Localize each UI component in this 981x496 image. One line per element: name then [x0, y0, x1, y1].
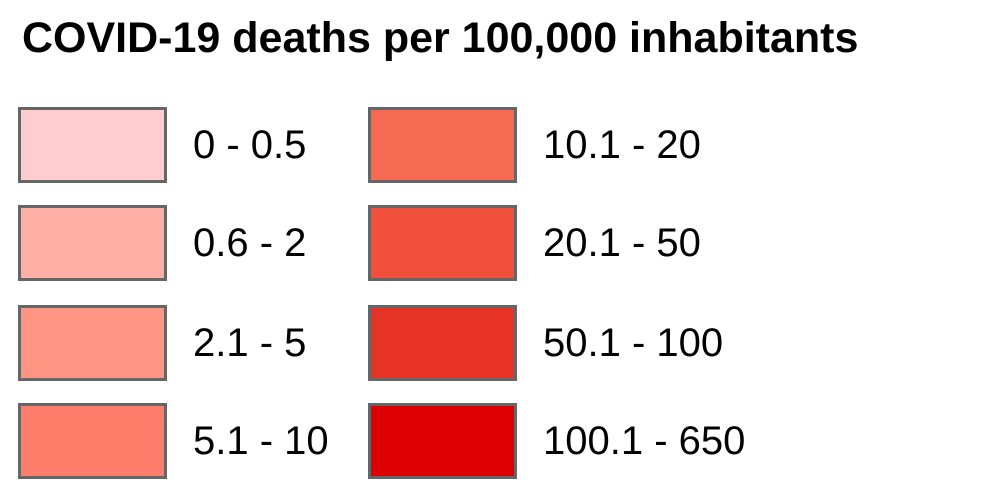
legend-swatch	[368, 305, 517, 381]
legend-item-4: 10.1 - 20	[368, 107, 768, 183]
legend-swatch	[368, 107, 517, 183]
legend-item-2: 2.1 - 5	[18, 305, 418, 381]
legend-item-3: 5.1 - 10	[18, 403, 418, 479]
legend-item-7: 100.1 - 650	[368, 403, 768, 479]
legend-range-label: 0.6 - 2	[193, 221, 307, 265]
legend-range-label: 20.1 - 50	[543, 221, 701, 265]
legend-range-label: 100.1 - 650	[543, 419, 746, 463]
legend-swatch	[18, 305, 167, 381]
legend-swatch	[18, 205, 167, 281]
legend-title: COVID-19 deaths per 100,000 inhabitants	[22, 14, 859, 62]
legend-swatch	[18, 403, 167, 479]
legend-range-label: 10.1 - 20	[543, 123, 701, 167]
legend-item-5: 20.1 - 50	[368, 205, 768, 281]
legend-item-0: 0 - 0.5	[18, 107, 418, 183]
legend-range-label: 0 - 0.5	[193, 123, 307, 167]
legend-swatch	[368, 403, 517, 479]
legend-swatch	[18, 107, 167, 183]
legend-range-label: 2.1 - 5	[193, 321, 307, 365]
legend-swatch	[368, 205, 517, 281]
legend-item-1: 0.6 - 2	[18, 205, 418, 281]
legend-range-label: 50.1 - 100	[543, 321, 724, 365]
legend-range-label: 5.1 - 10	[193, 419, 329, 463]
legend-item-6: 50.1 - 100	[368, 305, 768, 381]
